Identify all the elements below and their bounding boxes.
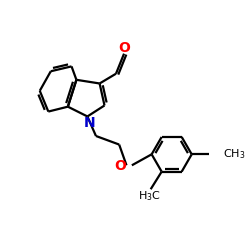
Text: O: O [118,40,130,54]
Text: N: N [84,116,95,130]
Text: H$_3$C: H$_3$C [138,189,161,203]
Text: O: O [114,159,126,173]
Text: CH$_3$: CH$_3$ [223,148,245,161]
